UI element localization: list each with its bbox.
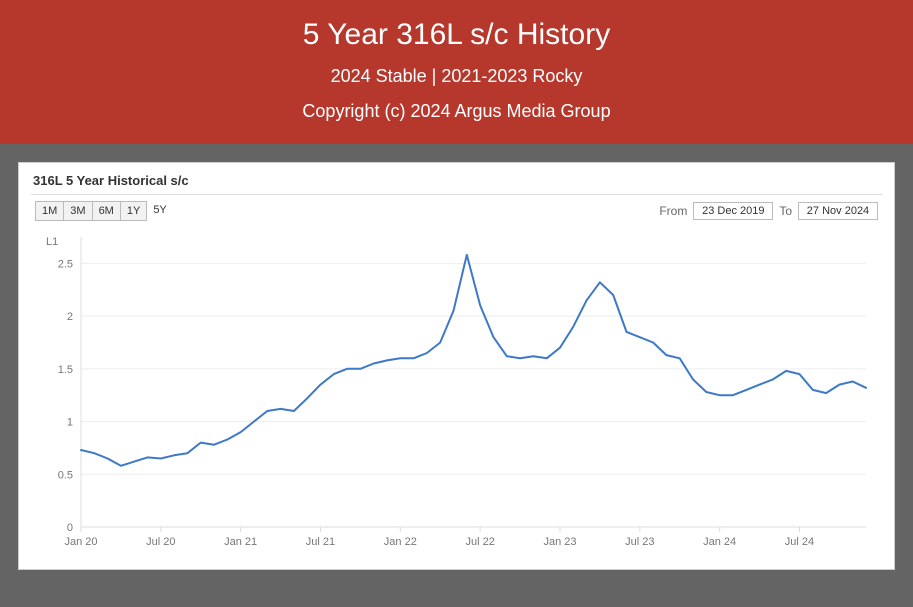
svg-text:Jan 21: Jan 21 [224,536,257,548]
divider [31,194,882,195]
page-subtitle: 2024 Stable | 2021-2023 Rocky [0,66,913,87]
chart-title: 316L 5 Year Historical s/c [31,171,882,194]
date-range-group: From 23 Dec 2019 To 27 Nov 2024 [659,202,878,220]
svg-text:L1: L1 [46,236,58,248]
copyright-text: Copyright (c) 2024 Argus Media Group [0,101,913,122]
svg-text:Jul 23: Jul 23 [625,536,654,548]
page-title: 5 Year 316L s/c History [0,18,913,52]
svg-text:Jan 22: Jan 22 [384,536,417,548]
chart-panel: 316L 5 Year Historical s/c 1M 3M 6M 1Y 5… [18,162,895,570]
svg-text:Jan 20: Jan 20 [64,536,97,548]
svg-text:1: 1 [67,417,73,429]
to-date-input[interactable]: 27 Nov 2024 [798,202,878,220]
svg-text:0: 0 [67,522,73,534]
svg-text:Jul 24: Jul 24 [785,536,814,548]
range-button-5y[interactable]: 5Y [147,201,172,221]
svg-text:Jul 22: Jul 22 [465,536,494,548]
svg-text:2.5: 2.5 [58,258,73,270]
from-date-input[interactable]: 23 Dec 2019 [693,202,773,220]
svg-text:0.5: 0.5 [58,469,73,481]
svg-text:2: 2 [67,311,73,323]
svg-text:Jan 23: Jan 23 [543,536,576,548]
range-button-1m[interactable]: 1M [35,201,64,221]
range-button-3m[interactable]: 3M [64,201,92,221]
page-header: 5 Year 316L s/c History 2024 Stable | 20… [0,0,913,144]
to-label: To [779,204,792,218]
line-chart-svg: 0 0.5 1 1.5 2 2.5L1 Jan 20 Jul 20 Jan 21 Jul 21 Ja… [31,227,881,557]
svg-text:1.5: 1.5 [58,364,73,376]
range-button-1y[interactable]: 1Y [121,201,147,221]
svg-text:Jul 21: Jul 21 [306,536,335,548]
chart-plot-area: 0 0.5 1 1.5 2 2.5L1 Jan 20 Jul 20 Jan 21 Jul 21 Ja… [31,227,882,557]
from-label: From [659,204,687,218]
svg-text:Jan 24: Jan 24 [703,536,736,548]
range-button-6m[interactable]: 6M [93,201,121,221]
svg-text:Jul 20: Jul 20 [146,536,175,548]
chart-toolbar: 1M 3M 6M 1Y 5Y From 23 Dec 2019 To 27 No… [31,201,882,227]
range-button-group: 1M 3M 6M 1Y 5Y [35,201,173,221]
